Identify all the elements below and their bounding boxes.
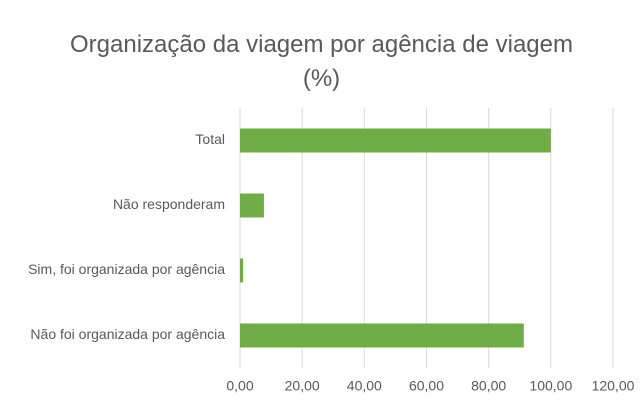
x-tick-label: 60,00: [409, 378, 444, 394]
chart-title: Organização da viagem por agência de via…: [70, 31, 573, 92]
x-tick-label: 0,00: [226, 378, 253, 394]
bar: [240, 193, 264, 218]
x-tick-label: 100,00: [529, 378, 572, 394]
y-tick-label: Não foi organizada por agência: [30, 326, 225, 342]
y-tick-label: Não responderam: [113, 196, 225, 212]
y-tick-label: Sim, foi organizada por agência: [28, 261, 225, 277]
x-tick-label: 20,00: [285, 378, 320, 394]
x-tick-label: 120,00: [592, 378, 635, 394]
bar: [240, 323, 524, 348]
x-tick-label: 40,00: [347, 378, 382, 394]
bar: [240, 258, 244, 283]
y-tick-label: Total: [195, 131, 225, 147]
x-tick-label: 80,00: [471, 378, 506, 394]
bar: [240, 128, 551, 153]
